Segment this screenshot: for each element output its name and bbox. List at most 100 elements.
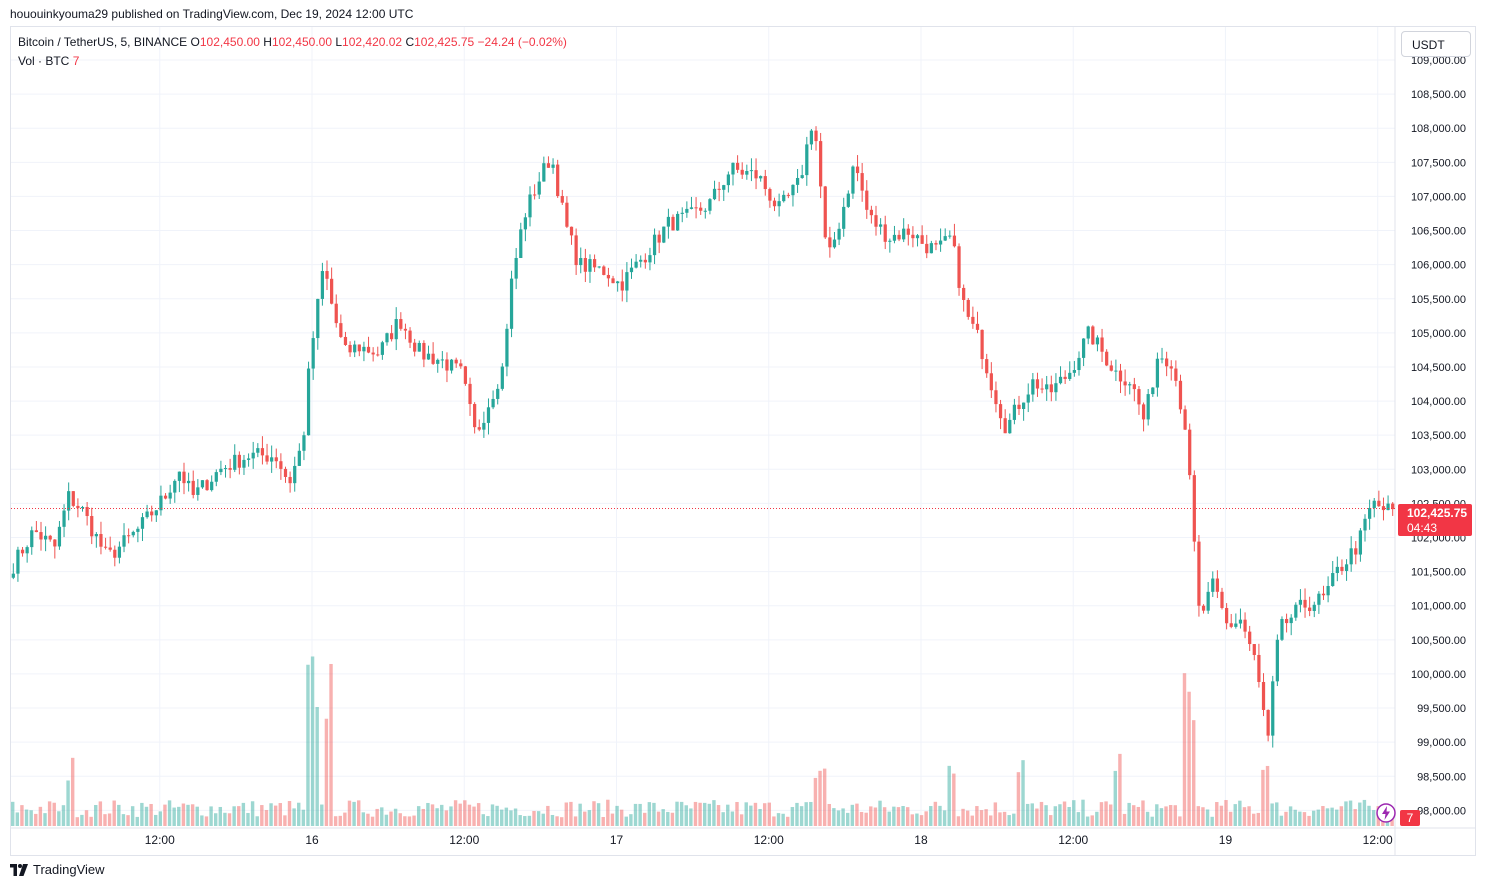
footer-brand[interactable]: TradingView — [10, 862, 105, 877]
candle-body — [597, 266, 601, 268]
candle-body — [186, 480, 191, 484]
candle-body — [496, 388, 500, 399]
volume-bar — [70, 757, 75, 826]
candle-body — [777, 201, 781, 207]
candle-body — [20, 549, 25, 554]
candle-body — [25, 547, 29, 554]
candle-body — [214, 472, 218, 482]
candle-body — [94, 534, 98, 537]
volume-bar — [559, 817, 564, 826]
volume-label[interactable]: Vol · BTC — [18, 54, 70, 68]
volume-bar — [89, 816, 93, 826]
chart-frame[interactable] — [10, 26, 1476, 856]
candle-body — [339, 323, 343, 337]
currency-button[interactable]: USDT — [1401, 31, 1471, 57]
y-tick-label: 107,000.00 — [1411, 191, 1466, 203]
volume-bar — [1085, 816, 1090, 826]
volume-bar — [57, 811, 61, 826]
volume-bar — [43, 813, 47, 826]
volume-bar — [1224, 800, 1228, 826]
candle-body — [1248, 631, 1252, 645]
volume-bar — [518, 815, 522, 826]
volume-bar — [1035, 808, 1039, 826]
volume-bar — [735, 801, 739, 826]
volume-bar — [878, 800, 882, 826]
volume-bar — [186, 804, 190, 826]
candle-body — [449, 359, 454, 371]
volume-bar — [232, 806, 236, 826]
volume-bar — [75, 817, 79, 826]
candle-body — [980, 329, 984, 360]
candle-body — [1243, 619, 1247, 632]
volume-bar — [66, 780, 70, 826]
candle-body — [1169, 366, 1173, 369]
candle-body — [357, 344, 361, 352]
y-tick-label: 105,000.00 — [1411, 328, 1466, 340]
volume-bar — [1108, 804, 1113, 826]
candle-body — [616, 281, 620, 284]
volume-bar — [924, 811, 928, 826]
candle-body — [408, 330, 412, 343]
candle-body — [634, 261, 638, 268]
volume-bar — [592, 801, 596, 826]
volume-bar — [61, 805, 66, 826]
volume-bar — [1012, 813, 1016, 826]
volume-bar — [1150, 816, 1154, 826]
candle-body — [1238, 619, 1243, 624]
candle-body — [473, 404, 477, 428]
volume-bar — [163, 804, 167, 826]
candle-body — [205, 480, 209, 491]
candle-body — [1308, 607, 1312, 611]
volume-bar — [541, 813, 545, 826]
candle-body — [219, 468, 223, 473]
candle-body — [1271, 681, 1275, 736]
candle-body — [288, 476, 292, 484]
candle-body — [228, 468, 232, 470]
volume-bar — [283, 815, 287, 826]
volume-bar — [656, 811, 661, 826]
volume-bar — [375, 808, 379, 826]
volume-bar — [1201, 807, 1205, 826]
x-tick-label: 18 — [914, 833, 928, 847]
candle-body — [265, 455, 269, 462]
candle-body — [1114, 370, 1118, 372]
candle-body — [588, 259, 592, 272]
candle-body — [297, 450, 301, 466]
symbol-label[interactable]: Bitcoin / TetherUS, 5, BINANCE — [18, 35, 188, 49]
volume-bar — [1238, 800, 1242, 826]
volume-bar — [426, 802, 430, 826]
candle-body — [666, 216, 671, 227]
candle-body — [182, 471, 186, 484]
candle-body — [1386, 503, 1390, 511]
volume-bar — [1348, 800, 1353, 826]
candle-body — [34, 530, 38, 533]
candle-body — [1358, 530, 1363, 555]
volume-bar — [896, 807, 901, 826]
candle-body — [735, 162, 740, 170]
candle-body — [154, 510, 158, 516]
candle-body — [1058, 376, 1063, 384]
candle-body — [869, 209, 874, 216]
candle-body — [394, 319, 398, 340]
candle-body — [445, 359, 449, 371]
candle-body — [311, 338, 315, 369]
volume-bar — [29, 810, 33, 826]
volume-bar — [1049, 815, 1053, 826]
lightning-icon[interactable] — [1376, 803, 1396, 823]
volume-bar — [167, 800, 172, 826]
candle-body — [1003, 418, 1007, 434]
x-tick-label: 19 — [1219, 833, 1233, 847]
x-tick-label: 17 — [610, 833, 624, 847]
candle-body — [131, 531, 135, 536]
last-price-tag: 102,425.75 04:43 — [1398, 504, 1472, 536]
ohlc-row: Bitcoin / TetherUS, 5, BINANCE O102,450.… — [18, 35, 567, 49]
candle-body — [1072, 370, 1076, 373]
candle-body — [1340, 566, 1344, 571]
volume-bar — [984, 809, 988, 826]
volume-bar — [1311, 810, 1316, 826]
candle-body — [680, 212, 684, 214]
volume-bar — [776, 813, 781, 826]
candle-body — [1146, 394, 1150, 420]
volume-bar — [490, 804, 495, 826]
